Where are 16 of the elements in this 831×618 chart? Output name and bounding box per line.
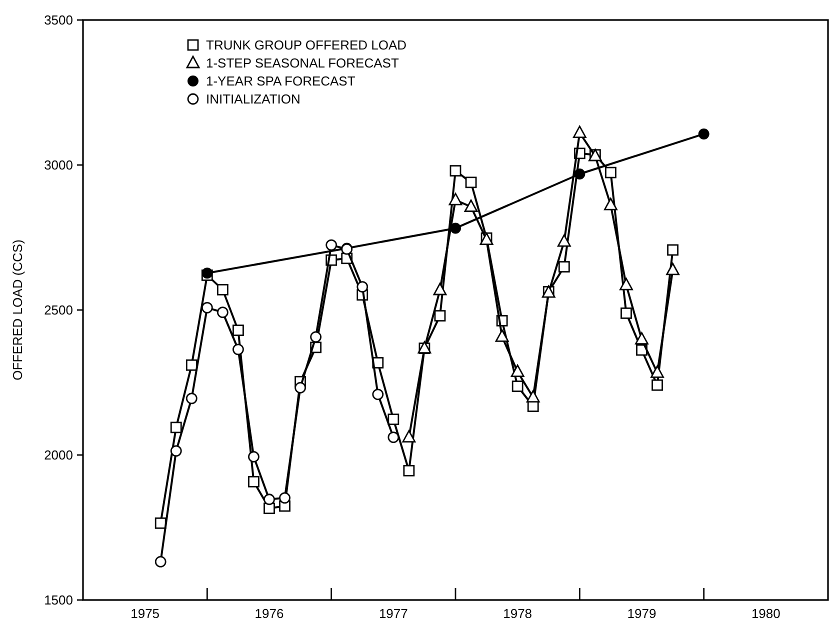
x-tick-label: 1980 <box>751 606 780 618</box>
x-tick-label: 1978 <box>503 606 532 618</box>
y-tick-label: 3500 <box>44 12 73 28</box>
x-tick-label: 1979 <box>627 606 656 618</box>
legend-label: TRUNK GROUP OFFERED LOAD <box>206 38 407 53</box>
y-tick-label: 3000 <box>44 158 73 173</box>
y-axis-title: OFFERED LOAD (CCS) <box>10 240 25 380</box>
legend-label: 1-STEP SEASONAL FORECAST <box>206 56 399 71</box>
y-tick-label: 2000 <box>44 448 73 463</box>
legend-label: 1-YEAR SPA FORECAST <box>206 74 356 89</box>
legend-label: INITIALIZATION <box>206 92 300 107</box>
y-tick-label: 1500 <box>44 592 73 608</box>
x-tick-label: 1975 <box>130 606 160 618</box>
x-tick-label: 1977 <box>378 606 408 618</box>
x-tick-label: 1976 <box>254 606 284 618</box>
y-tick-label: 2500 <box>44 302 73 318</box>
